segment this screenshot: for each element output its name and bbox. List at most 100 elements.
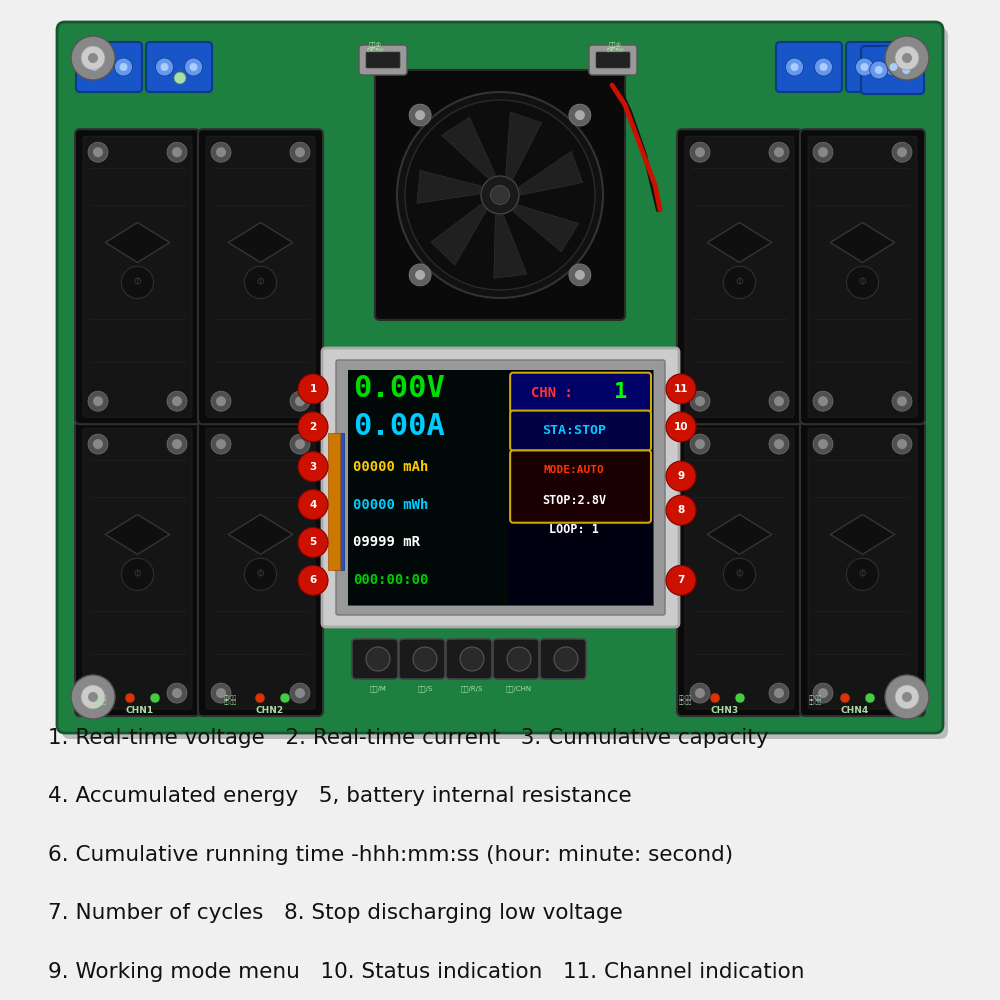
- FancyBboxPatch shape: [800, 421, 925, 716]
- Circle shape: [280, 693, 290, 703]
- Circle shape: [290, 391, 310, 411]
- Circle shape: [481, 176, 519, 214]
- Circle shape: [774, 439, 784, 449]
- Circle shape: [295, 439, 305, 449]
- Circle shape: [93, 147, 103, 157]
- Text: 启动/R/S: 启动/R/S: [461, 685, 483, 692]
- Text: 供电①
DC5V: 供电① DC5V: [366, 42, 384, 53]
- Circle shape: [174, 72, 186, 84]
- Circle shape: [902, 66, 910, 74]
- Circle shape: [666, 461, 696, 491]
- Polygon shape: [105, 223, 170, 262]
- Circle shape: [121, 266, 154, 298]
- Text: CHN2: CHN2: [256, 706, 284, 715]
- Circle shape: [895, 46, 919, 70]
- Text: 6. Cumulative running time -hhh:mm:ss (hour: minute: second): 6. Cumulative running time -hhh:mm:ss (h…: [48, 845, 733, 865]
- Text: MODE:AUTO: MODE:AUTO: [544, 465, 604, 475]
- Circle shape: [71, 675, 115, 719]
- Circle shape: [813, 683, 833, 703]
- Circle shape: [897, 688, 907, 698]
- FancyBboxPatch shape: [587, 388, 641, 422]
- FancyBboxPatch shape: [57, 22, 943, 733]
- Text: 11: 11: [674, 384, 688, 394]
- Text: 1: 1: [614, 382, 628, 402]
- Circle shape: [161, 63, 169, 71]
- FancyBboxPatch shape: [399, 639, 445, 679]
- Circle shape: [846, 558, 879, 590]
- Text: 闪烁:运行
常亮:完成: 闪烁:运行 常亮:完成: [93, 695, 107, 705]
- Circle shape: [774, 688, 784, 698]
- Circle shape: [710, 693, 720, 703]
- Circle shape: [298, 565, 328, 595]
- Text: 5: 5: [309, 537, 317, 547]
- FancyBboxPatch shape: [75, 421, 200, 716]
- Circle shape: [298, 527, 328, 557]
- Polygon shape: [830, 223, 895, 262]
- Circle shape: [295, 396, 305, 406]
- Polygon shape: [442, 117, 495, 178]
- Text: 通道/CHN: 通道/CHN: [506, 685, 532, 692]
- Circle shape: [211, 391, 231, 411]
- Circle shape: [690, 391, 710, 411]
- Polygon shape: [431, 204, 486, 265]
- Circle shape: [769, 434, 789, 454]
- Circle shape: [554, 647, 578, 671]
- Text: 00000 mWh: 00000 mWh: [353, 498, 428, 512]
- Circle shape: [120, 63, 128, 71]
- FancyBboxPatch shape: [776, 42, 842, 92]
- Polygon shape: [506, 112, 542, 179]
- Circle shape: [86, 58, 104, 76]
- FancyBboxPatch shape: [510, 411, 651, 451]
- Text: Φ: Φ: [134, 569, 141, 579]
- FancyBboxPatch shape: [75, 129, 200, 424]
- Circle shape: [167, 683, 187, 703]
- FancyBboxPatch shape: [146, 42, 212, 92]
- FancyBboxPatch shape: [589, 45, 637, 75]
- Polygon shape: [513, 205, 579, 252]
- Circle shape: [88, 683, 108, 703]
- FancyBboxPatch shape: [596, 52, 630, 68]
- Circle shape: [885, 675, 929, 719]
- Circle shape: [88, 53, 98, 63]
- Text: 10: 10: [674, 422, 688, 432]
- Circle shape: [902, 53, 912, 63]
- FancyBboxPatch shape: [808, 136, 917, 417]
- Circle shape: [150, 693, 160, 703]
- FancyBboxPatch shape: [540, 639, 586, 679]
- Circle shape: [666, 412, 696, 442]
- Circle shape: [93, 688, 103, 698]
- Bar: [348, 370, 653, 605]
- Circle shape: [695, 688, 705, 698]
- Circle shape: [167, 434, 187, 454]
- Circle shape: [769, 142, 789, 162]
- Circle shape: [409, 104, 431, 126]
- Circle shape: [786, 58, 804, 76]
- Circle shape: [695, 396, 705, 406]
- FancyBboxPatch shape: [366, 52, 400, 68]
- Circle shape: [813, 391, 833, 411]
- Circle shape: [167, 142, 187, 162]
- Circle shape: [818, 396, 828, 406]
- Text: 1. Real-time voltage   2. Real-time current   3. Cumulative capacity: 1. Real-time voltage 2. Real-time curren…: [48, 728, 768, 748]
- Circle shape: [216, 439, 226, 449]
- Circle shape: [290, 142, 310, 162]
- Circle shape: [172, 396, 182, 406]
- Circle shape: [216, 688, 226, 698]
- Bar: [508, 370, 653, 605]
- Circle shape: [814, 58, 832, 76]
- Circle shape: [415, 270, 425, 280]
- Polygon shape: [417, 170, 481, 203]
- Text: 调整/S: 调整/S: [417, 685, 433, 692]
- Circle shape: [415, 110, 425, 120]
- Circle shape: [892, 434, 912, 454]
- Circle shape: [897, 439, 907, 449]
- Circle shape: [769, 391, 789, 411]
- Circle shape: [90, 63, 98, 71]
- Circle shape: [298, 412, 328, 442]
- Text: CHN1: CHN1: [126, 706, 154, 715]
- Circle shape: [569, 264, 591, 286]
- Circle shape: [71, 36, 115, 80]
- Circle shape: [875, 66, 883, 74]
- Circle shape: [735, 693, 745, 703]
- FancyBboxPatch shape: [198, 129, 323, 424]
